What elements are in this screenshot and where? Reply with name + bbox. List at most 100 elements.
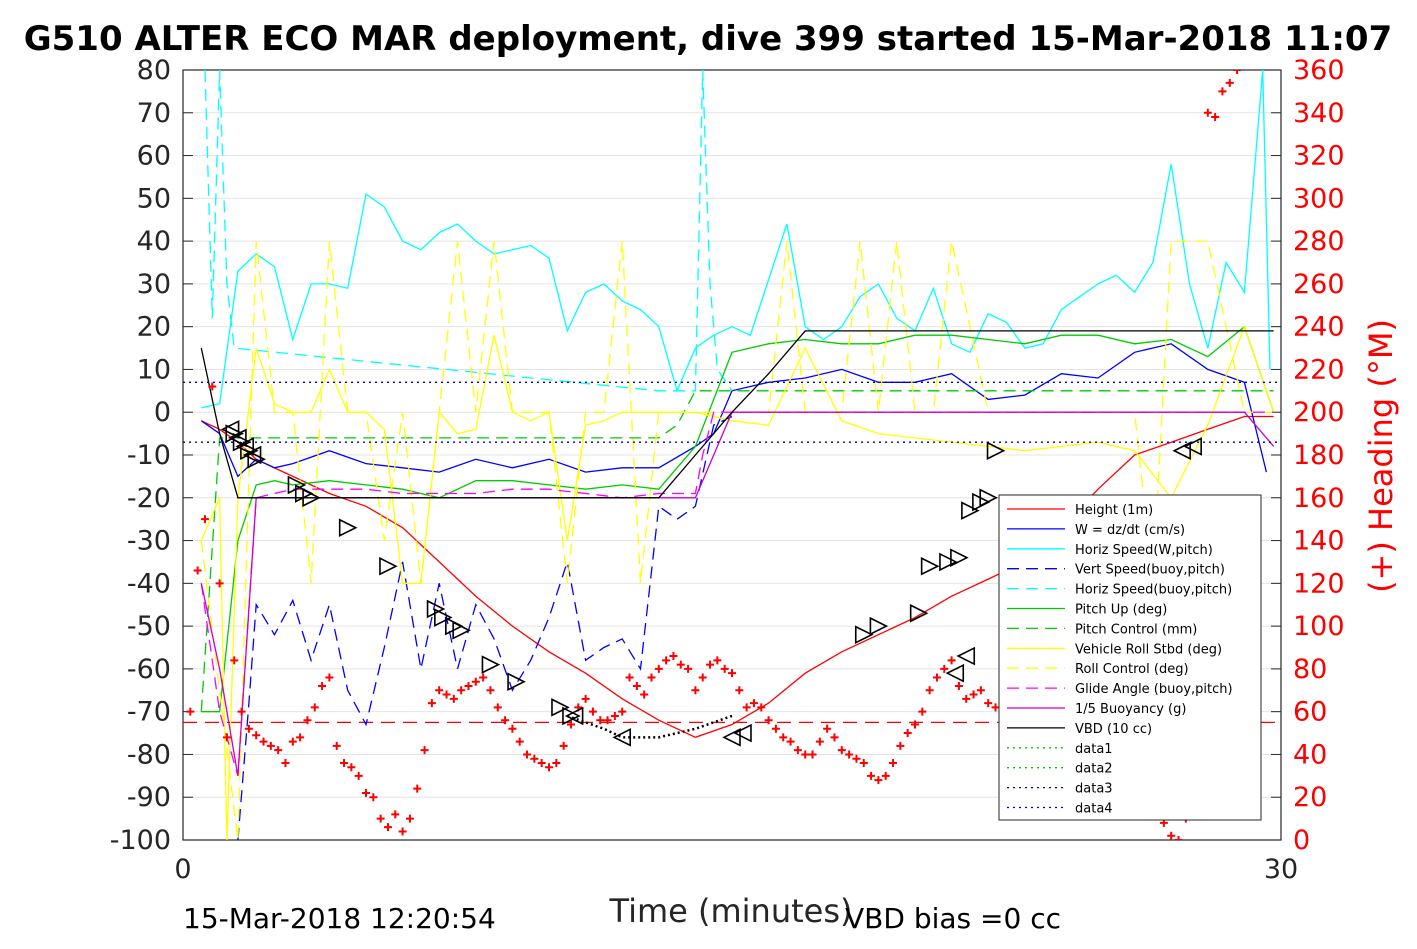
series-line-2	[200, 343, 1268, 478]
y-left-tick-label: -100	[110, 825, 171, 856]
heading-point	[383, 823, 392, 832]
legend-entry-8: Vehicle Roll Stbd (deg)	[1075, 642, 1222, 657]
legend-entry-7: Pitch Control (mm)	[1075, 622, 1197, 637]
heading-point	[515, 737, 524, 746]
legend-entry-3: Horiz Speed(W,pitch)	[1075, 543, 1213, 558]
triangle-marker-left	[722, 728, 741, 747]
heading-point	[530, 754, 539, 763]
heading-point	[310, 703, 319, 712]
y-left-tick-label: -50	[127, 611, 171, 642]
heading-point	[976, 686, 985, 695]
y-left-tick-label: 30	[137, 269, 171, 300]
heading-point	[706, 660, 715, 669]
heading-point	[837, 746, 846, 755]
series-line-8	[200, 324, 1275, 840]
heading-point	[632, 682, 641, 690]
heading-point	[830, 733, 839, 742]
footer-timestamp: 15-Mar-2018 12:20:54	[183, 902, 496, 935]
heading-point	[266, 741, 275, 750]
heading-point	[449, 694, 458, 703]
heading-point	[911, 720, 919, 729]
triangle-marker-right	[950, 548, 969, 567]
triangle-marker-right	[854, 625, 874, 644]
triangle-marker-left	[564, 706, 584, 726]
heading-point	[647, 673, 656, 682]
heading-point	[940, 664, 949, 673]
heading-point	[222, 733, 231, 742]
heading-point	[398, 827, 407, 836]
heading-point	[471, 677, 480, 686]
y-right-tick-label: 200	[1293, 397, 1345, 428]
heading-point	[354, 771, 363, 780]
legend-entry-15: data3	[1075, 782, 1113, 797]
heading-point	[413, 784, 422, 793]
y-left-tick-label: -70	[127, 697, 171, 728]
y-left-tick-label: -80	[127, 739, 171, 770]
heading-point	[954, 682, 963, 690]
y-right-tick-label: 40	[1293, 739, 1327, 770]
heading-point	[698, 673, 707, 682]
y-right-tick-label: 360	[1293, 55, 1345, 86]
heading-point	[640, 690, 649, 699]
legend-entry-11: 1/5 Buoyancy (g)	[1075, 702, 1186, 717]
triangle-marker-left	[612, 728, 631, 747]
heading-point	[1203, 108, 1212, 117]
y-left-tick-label: 20	[137, 312, 171, 343]
y-right-tick-label: 220	[1293, 354, 1345, 385]
y-right-tick-label: 340	[1293, 98, 1345, 129]
heading-point	[588, 707, 597, 716]
legend-entry-5: Horiz Speed(buoy,pitch)	[1075, 583, 1232, 598]
legend-entry-9: Roll Control (deg)	[1075, 662, 1189, 677]
heading-point	[259, 737, 268, 746]
heading-point	[281, 759, 290, 767]
heading-point	[867, 771, 876, 780]
legend-entry-13: data1	[1075, 742, 1113, 757]
heading-point	[896, 741, 905, 750]
legend-entry-1: Height (1m)	[1075, 503, 1153, 518]
heading-point	[735, 686, 744, 695]
heading-point	[1174, 836, 1183, 840]
y-left-tick-label: 50	[137, 183, 171, 214]
legend-entry-12: VBD (10 cc)	[1075, 722, 1152, 737]
heading-point	[566, 720, 575, 729]
heading-point	[318, 682, 327, 690]
triangle-marker-left	[956, 646, 976, 666]
heading-point	[749, 699, 758, 708]
y-left-tick-label: 0	[154, 397, 171, 428]
heading-point	[596, 716, 605, 725]
heading-point	[325, 673, 334, 682]
heading-point	[654, 664, 663, 673]
heading-point	[764, 716, 773, 725]
heading-point	[405, 814, 414, 823]
y-left-tick-label: 70	[137, 98, 171, 129]
heading-point	[815, 737, 824, 746]
heading-point	[274, 746, 283, 755]
heading-point	[969, 690, 978, 699]
heading-point	[493, 703, 502, 712]
y-right-tick-label: 180	[1293, 440, 1345, 471]
heading-point	[340, 759, 349, 767]
heading-point	[369, 793, 378, 802]
series-line-5	[204, 70, 733, 392]
y-right-tick-label: 60	[1293, 697, 1327, 728]
heading-point	[545, 763, 553, 772]
triangle-marker-right	[562, 706, 581, 726]
heading-point	[237, 707, 246, 716]
heading-point	[427, 699, 436, 708]
heading-point	[808, 750, 817, 759]
y-axis-right-label: (+) Heading (°M)	[1362, 319, 1400, 593]
heading-point	[932, 673, 941, 682]
y-left-tick-label: 40	[137, 226, 171, 257]
heading-point	[859, 759, 868, 767]
heading-point	[420, 746, 429, 755]
heading-point	[720, 664, 729, 673]
heading-point	[303, 716, 312, 725]
triangle-marker-right	[481, 655, 501, 674]
legend-entry-16: data4	[1075, 802, 1113, 817]
triangle-marker-right	[379, 556, 398, 576]
triangle-marker-right	[920, 556, 940, 576]
heading-point	[537, 759, 546, 767]
triangle-marker-right	[979, 488, 998, 508]
heading-point	[947, 656, 956, 665]
